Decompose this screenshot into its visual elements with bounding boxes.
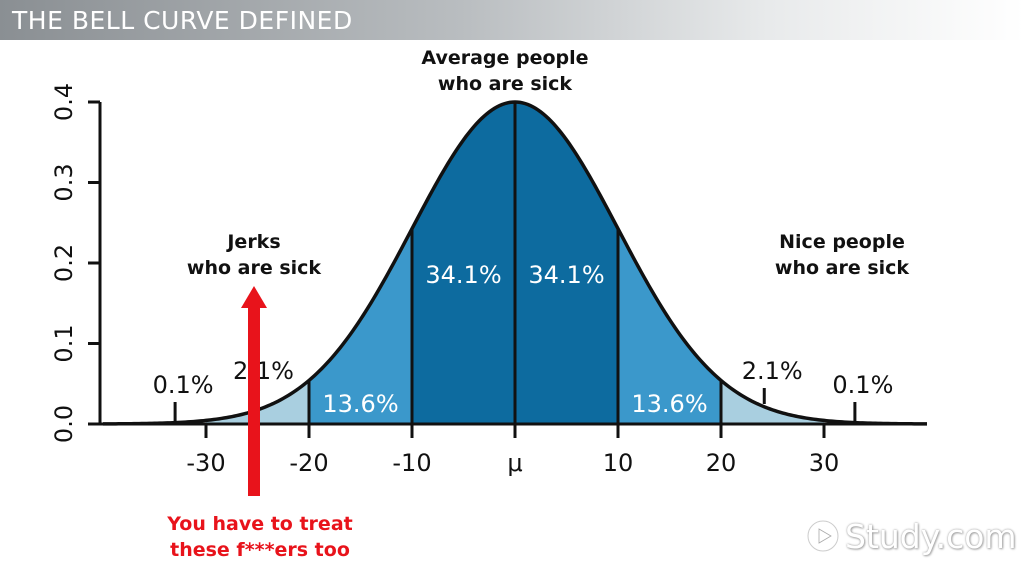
percent-label: 2.1% — [742, 357, 803, 385]
tail-label: 0.1% — [153, 371, 214, 399]
logo-text: Study.com — [845, 516, 1017, 556]
x-tick-label: 20 — [706, 449, 737, 477]
percent-label: 34.1% — [425, 261, 501, 289]
arrow-head — [241, 286, 267, 308]
annotation-jerks: who are sick — [187, 257, 322, 279]
study-logo: Study.com — [805, 514, 1017, 558]
y-tick-label: 0.1 — [50, 324, 78, 362]
annotation-average: who are sick — [438, 73, 573, 95]
percent-label: 2.1% — [233, 357, 294, 385]
percent-labels: 13.6% 34.1% 34.1% 13.6% 2.1% 2.1% 0.1% 0.1% — [153, 261, 893, 424]
annotation-jerks: Jerks — [225, 231, 280, 253]
x-tick-label: -20 — [289, 449, 328, 477]
tail-label: 0.1% — [832, 371, 893, 399]
annotation-treat: You have to treat — [166, 513, 352, 535]
percent-label: 34.1% — [528, 261, 604, 289]
y-ticks: 0.0 0.1 0.2 0.3 0.4 — [50, 83, 100, 443]
x-tick-label: 10 — [603, 449, 634, 477]
play-circle-icon — [806, 519, 840, 553]
y-tick-label: 0.3 — [50, 163, 78, 201]
x-ticks: -30 -20 -10 μ 10 20 30 — [186, 424, 839, 477]
red-arrow — [241, 286, 267, 496]
percent-label: 13.6% — [322, 390, 398, 418]
annotation-nice: who are sick — [775, 257, 910, 279]
x-tick-label: -30 — [186, 449, 225, 477]
annotation-treat: these f***ers too — [170, 539, 350, 561]
percent-label: 13.6% — [631, 390, 707, 418]
y-tick-label: 0.0 — [50, 405, 78, 443]
annotation-average: Average people — [421, 47, 588, 69]
annotations: Average people who are sick Jerks who are s… — [166, 47, 909, 561]
arrow-shaft — [248, 306, 260, 496]
bell-curve-line — [102, 100, 928, 426]
annotation-nice: Nice people — [779, 231, 905, 253]
header-bar: THE BELL CURVE DEFINED — [0, 0, 1024, 40]
x-tick-label: -10 — [392, 449, 431, 477]
region-6 — [721, 380, 824, 424]
x-tick-label: 30 — [809, 449, 840, 477]
page-title: THE BELL CURVE DEFINED — [12, 6, 353, 35]
x-tick-label: μ — [507, 449, 522, 477]
y-tick-label: 0.4 — [50, 83, 78, 121]
dividers-layer — [307, 102, 723, 424]
region-1 — [206, 380, 309, 424]
y-tick-label: 0.2 — [50, 244, 78, 282]
